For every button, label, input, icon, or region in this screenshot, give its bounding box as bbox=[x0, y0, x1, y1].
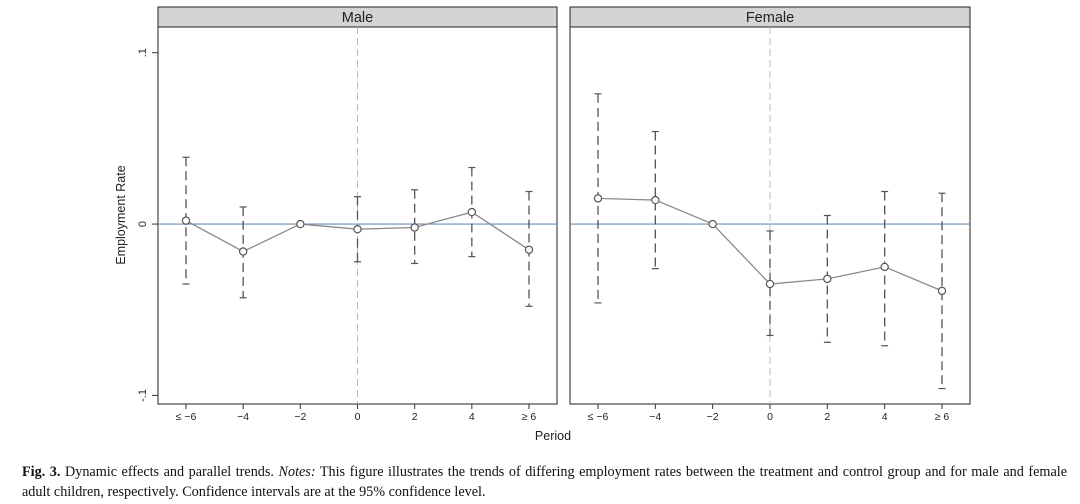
estimate-point bbox=[880, 262, 889, 272]
caption-label: Fig. 3. bbox=[22, 464, 61, 480]
caption-title: Dynamic effects and parallel trends. bbox=[64, 464, 274, 480]
x-tick-label: ≥ 6 bbox=[935, 411, 950, 423]
y-tick-label: .1 bbox=[137, 48, 149, 57]
estimate-point bbox=[593, 194, 603, 203]
estimate-point bbox=[467, 207, 477, 217]
estimate-point bbox=[708, 219, 717, 229]
estimate-point bbox=[765, 279, 775, 289]
estimate-point bbox=[238, 247, 248, 256]
y-tick-label: -.1 bbox=[137, 389, 149, 402]
y-tick-label: 0 bbox=[137, 221, 149, 227]
x-tick-label: −2 bbox=[707, 411, 719, 423]
x-axis-label: Period bbox=[535, 429, 571, 443]
caption-notes-text: This figure illustrates the trends of di… bbox=[22, 464, 1068, 500]
x-tick-label: −4 bbox=[649, 411, 661, 423]
estimate-point bbox=[353, 225, 362, 234]
caption-notes-label: Notes: bbox=[278, 464, 316, 480]
chart-svg: Employment Rate .1 0 -.1 Male ≤ −6 −4 −2 0 2 4 ≥ 6 F… bbox=[114, 6, 971, 443]
estimate-point bbox=[823, 274, 832, 284]
panel-title: Female bbox=[746, 10, 794, 26]
x-tick-label: 4 bbox=[882, 411, 888, 423]
x-tick-label: 0 bbox=[767, 411, 773, 423]
x-tick-label: −2 bbox=[294, 411, 306, 423]
x-tick-label: ≤ −6 bbox=[176, 411, 197, 423]
estimate-point bbox=[937, 286, 947, 296]
x-tick-label: ≤ −6 bbox=[588, 411, 609, 423]
figure-caption: Fig. 3. Dynamic effects and parallel tre… bbox=[22, 462, 1067, 502]
x-tick-label: ≥ 6 bbox=[522, 411, 537, 423]
x-tick-label: 2 bbox=[824, 411, 830, 423]
estimate-point bbox=[410, 223, 419, 232]
figure-chart: Employment Rate .1 0 -.1 Male ≤ −6 −4 −2 0 2 4 ≥ 6 F… bbox=[114, 6, 971, 443]
x-tick-label: 4 bbox=[469, 411, 475, 423]
estimate-point bbox=[524, 245, 534, 254]
x-tick-label: −4 bbox=[237, 411, 249, 423]
estimate-point bbox=[296, 219, 305, 229]
estimate-point bbox=[181, 216, 191, 225]
estimate-point bbox=[651, 195, 660, 205]
panel-title: Male bbox=[342, 10, 373, 26]
y-axis-label: Employment Rate bbox=[114, 165, 128, 264]
x-tick-label: 2 bbox=[412, 411, 418, 423]
x-tick-label: 0 bbox=[355, 411, 361, 423]
